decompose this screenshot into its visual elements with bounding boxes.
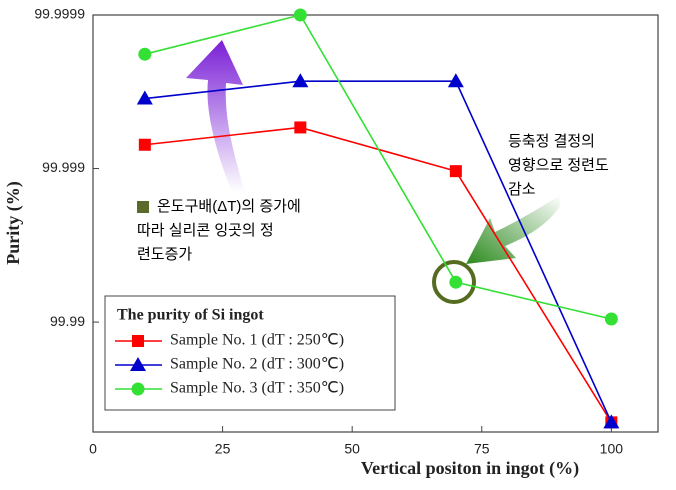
marker xyxy=(132,335,144,347)
x-tick-label: 50 xyxy=(344,441,360,457)
series-line xyxy=(144,80,613,423)
marker xyxy=(447,73,464,88)
marker xyxy=(293,8,307,22)
marker xyxy=(138,138,151,151)
marker xyxy=(292,73,309,88)
x-axis-title: Vertical positon in ingot (%) xyxy=(361,458,579,479)
marker xyxy=(138,47,152,61)
y-axis-title: Purity (%) xyxy=(3,181,24,264)
marker xyxy=(449,275,463,289)
annotation: 온도구배(ΔT)의 증가에 xyxy=(157,198,301,215)
bullet-icon xyxy=(137,201,149,213)
marker xyxy=(131,382,145,396)
marker xyxy=(136,90,153,105)
annotation: 영향으로 정련도 xyxy=(508,157,609,174)
plot-frame xyxy=(92,14,659,433)
x-tick-label: 0 xyxy=(89,441,97,457)
marker xyxy=(604,312,618,326)
legend-label: Sample No. 2 (dT : 300℃) xyxy=(170,356,344,373)
x-tick-label: 25 xyxy=(215,441,231,457)
x-tick-label: 100 xyxy=(600,441,624,457)
legend-label: Sample No. 3 (dT : 350℃) xyxy=(170,380,344,397)
annotation: 감소 xyxy=(508,181,536,198)
annotation: 련도증가 xyxy=(137,246,192,263)
marker xyxy=(449,165,462,178)
decrease-arrow xyxy=(466,195,560,264)
increase-arrow xyxy=(186,40,245,192)
marker xyxy=(130,357,146,371)
legend-label: Sample No. 1 (dT : 250℃) xyxy=(170,332,344,349)
legend-title: The purity of Si ingot xyxy=(117,307,264,324)
y-tick-label: 99.999 xyxy=(42,159,85,175)
highlight-circle xyxy=(432,260,476,304)
annotation: 따라 실리콘 잉곳의 정 xyxy=(137,222,274,239)
annotation: 등축정 결정의 xyxy=(508,133,595,150)
y-tick-label: 99.9999 xyxy=(34,6,85,22)
legend-box xyxy=(104,295,396,411)
y-tick-label: 99.99 xyxy=(50,313,85,329)
marker xyxy=(294,121,307,134)
marker xyxy=(603,414,620,429)
x-tick-label: 75 xyxy=(474,441,490,457)
series-line xyxy=(144,14,612,320)
